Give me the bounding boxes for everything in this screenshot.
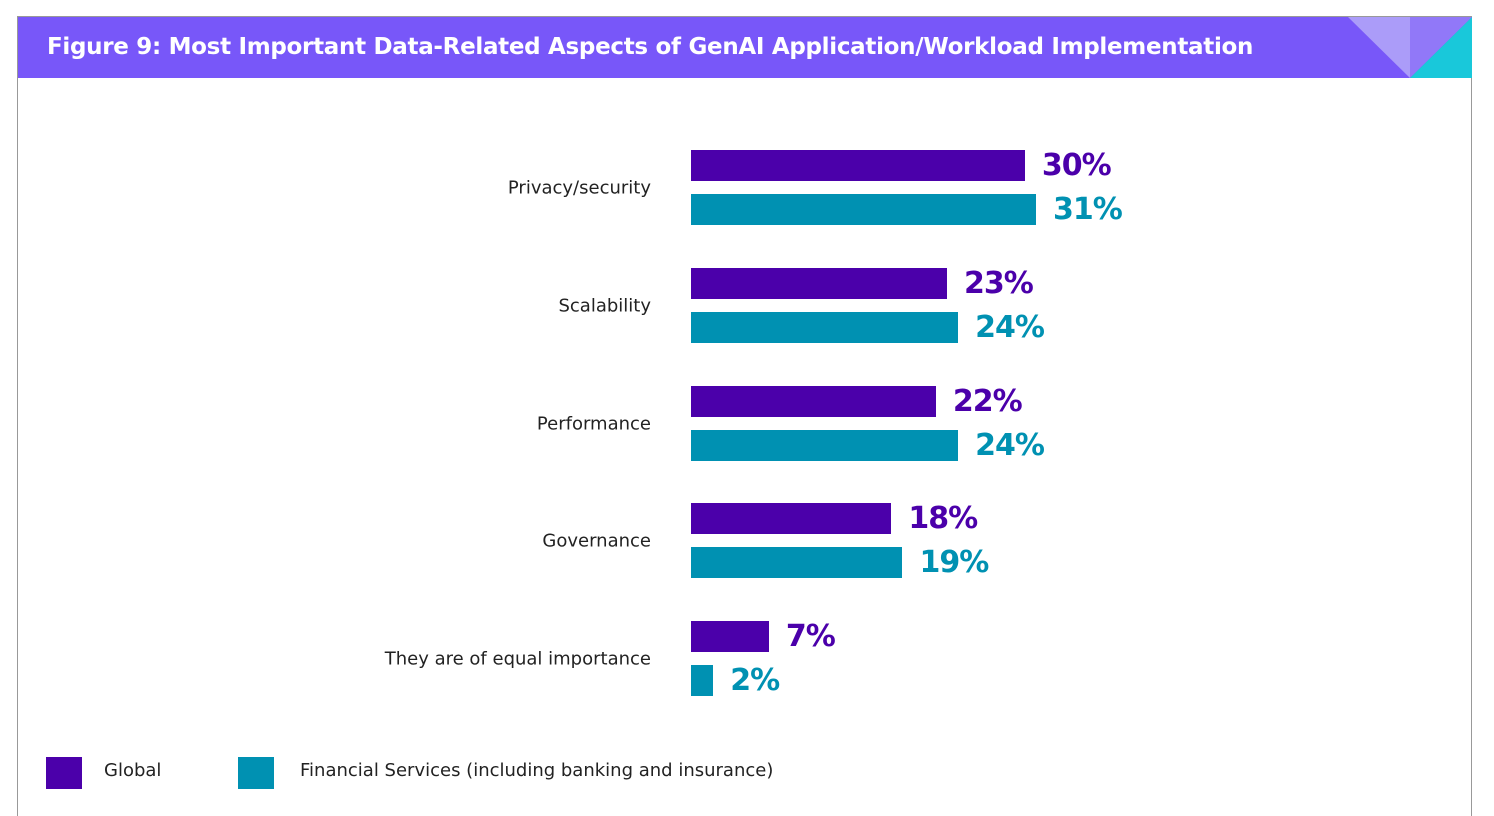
data-label: 22% [952,383,1023,419]
category-label: They are of equal importance [384,648,651,670]
bar-financial-services [691,665,714,696]
legend-label-financial-services: Financial Services (including banking an… [300,760,774,781]
bar-global [691,150,1025,181]
bar-global [691,503,892,535]
category-label: Scalability [558,295,651,317]
data-label: 2% [730,663,780,698]
figure-header: Figure 9: Most Important Data-Related As… [18,17,1472,78]
data-label: 30% [1041,148,1112,183]
data-label: 24% [975,309,1045,345]
category-label: Privacy/security [507,177,651,199]
data-label: 18% [908,501,978,537]
chart-title: Figure 9: Most Important Data-Related As… [47,34,1254,60]
bar-global [691,267,947,299]
legend-swatch-global [46,757,82,789]
decorative-corner-icon [1348,17,1472,78]
legend-label-global: Global [104,760,162,781]
bar-global [691,385,936,417]
data-label: 23% [963,265,1034,301]
figure-frame [17,16,1472,816]
bar-financial-services [691,194,1037,225]
category-label: Performance [536,413,651,434]
bar-financial-services [691,429,959,461]
data-label: 19% [919,545,989,581]
data-label: 7% [785,619,836,654]
legend-swatch-financial-services [238,757,274,789]
category-label: Governance [542,530,651,552]
bar-global [691,621,769,652]
data-label: 24% [975,427,1045,463]
bar-financial-services [691,547,903,579]
bar-financial-services [691,311,959,343]
data-label: 31% [1053,192,1123,227]
